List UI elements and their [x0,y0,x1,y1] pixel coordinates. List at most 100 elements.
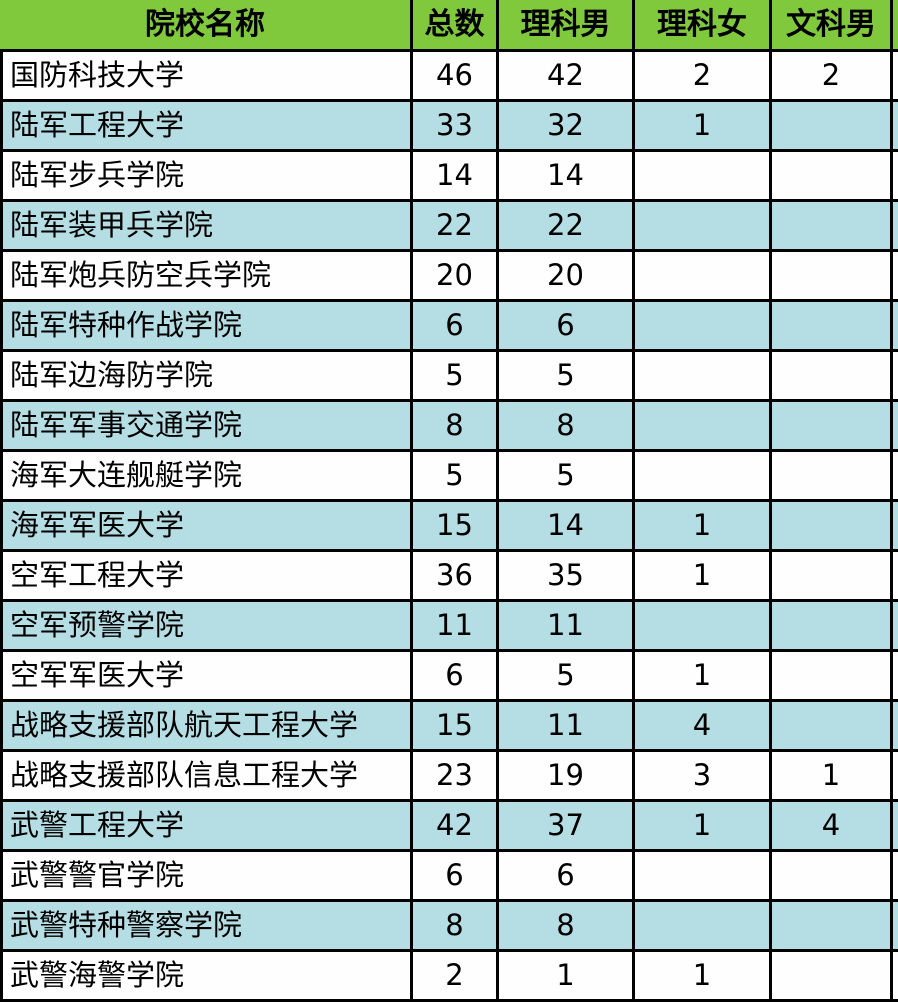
table-row: 陆军工程大学 33 32 1 [0,102,898,152]
row-edge-sliver [890,352,898,399]
science-male-cell: 20 [496,252,632,299]
liberal-arts-male-cell [769,502,890,549]
header-cell-liberal-arts-male: 文科男 [769,0,890,49]
science-female-cell: 1 [632,802,769,849]
liberal-arts-male-cell [769,952,890,999]
total-cell: 15 [410,502,496,549]
total-cell: 6 [410,852,496,899]
row-edge-sliver [890,902,898,949]
liberal-arts-male-cell [769,902,890,949]
row-edge-sliver [890,702,898,749]
row-edge-sliver [890,252,898,299]
science-female-cell: 1 [632,102,769,149]
liberal-arts-male-cell [769,252,890,299]
liberal-arts-male-cell [769,602,890,649]
science-male-cell: 19 [496,752,632,799]
science-male-cell: 5 [496,352,632,399]
liberal-arts-male-cell: 1 [769,752,890,799]
school-name-cell: 陆军边海防学院 [0,352,410,399]
science-female-cell: 2 [632,52,769,99]
school-name-cell: 战略支援部队航天工程大学 [0,702,410,749]
science-female-cell [632,902,769,949]
science-female-cell [632,602,769,649]
total-cell: 42 [410,802,496,849]
liberal-arts-male-cell: 2 [769,52,890,99]
liberal-arts-male-cell [769,152,890,199]
school-name-cell: 空军军医大学 [0,652,410,699]
science-female-cell: 3 [632,752,769,799]
science-male-cell: 5 [496,452,632,499]
row-edge-sliver [890,152,898,199]
table-header-row: 院校名称 总数 理科男 理科女 文科男 [0,0,898,52]
table-row: 海军大连舰艇学院 5 5 [0,452,898,502]
header-cell-science-female: 理科女 [632,0,769,49]
science-male-cell: 1 [496,952,632,999]
table-row: 空军工程大学 36 35 1 [0,552,898,602]
table-row: 陆军炮兵防空兵学院 20 20 [0,252,898,302]
header-cell-total: 总数 [410,0,496,49]
science-male-cell: 5 [496,652,632,699]
table-row: 陆军军事交通学院 8 8 [0,402,898,452]
school-name-cell: 武警工程大学 [0,802,410,849]
science-female-cell [632,202,769,249]
total-cell: 8 [410,402,496,449]
science-male-cell: 14 [496,502,632,549]
table-row: 空军预警学院 11 11 [0,602,898,652]
liberal-arts-male-cell [769,202,890,249]
table-row: 陆军特种作战学院 6 6 [0,302,898,352]
school-name-cell: 陆军特种作战学院 [0,302,410,349]
school-name-cell: 国防科技大学 [0,52,410,99]
table-row: 国防科技大学 46 42 2 2 [0,52,898,102]
total-cell: 6 [410,302,496,349]
total-cell: 33 [410,102,496,149]
row-edge-sliver [890,952,898,999]
science-female-cell [632,252,769,299]
science-male-cell: 14 [496,152,632,199]
school-name-cell: 武警海警学院 [0,952,410,999]
liberal-arts-male-cell [769,352,890,399]
school-name-cell: 陆军军事交通学院 [0,402,410,449]
science-male-cell: 8 [496,902,632,949]
header-cell-school-name: 院校名称 [0,0,410,49]
table-row: 陆军装甲兵学院 22 22 [0,202,898,252]
science-female-cell: 4 [632,702,769,749]
science-female-cell [632,352,769,399]
school-name-cell: 武警警官学院 [0,852,410,899]
liberal-arts-male-cell [769,302,890,349]
liberal-arts-male-cell [769,852,890,899]
liberal-arts-male-cell [769,452,890,499]
row-edge-sliver [890,0,898,49]
table-row: 武警工程大学 42 37 1 4 [0,802,898,852]
science-female-cell: 1 [632,952,769,999]
science-female-cell [632,852,769,899]
table-row: 武警特种警察学院 8 8 [0,902,898,952]
table-row: 陆军边海防学院 5 5 [0,352,898,402]
school-name-cell: 陆军装甲兵学院 [0,202,410,249]
science-male-cell: 8 [496,402,632,449]
science-female-cell [632,452,769,499]
row-edge-sliver [890,502,898,549]
total-cell: 6 [410,652,496,699]
table-row: 陆军步兵学院 14 14 [0,152,898,202]
science-male-cell: 6 [496,302,632,349]
total-cell: 2 [410,952,496,999]
liberal-arts-male-cell [769,102,890,149]
total-cell: 5 [410,352,496,399]
science-male-cell: 37 [496,802,632,849]
total-cell: 46 [410,52,496,99]
table-row: 战略支援部队航天工程大学 15 11 4 [0,702,898,752]
science-female-cell: 1 [632,652,769,699]
science-male-cell: 32 [496,102,632,149]
total-cell: 11 [410,602,496,649]
liberal-arts-male-cell: 4 [769,802,890,849]
school-name-cell: 空军工程大学 [0,552,410,599]
school-name-cell: 海军军医大学 [0,502,410,549]
row-edge-sliver [890,102,898,149]
total-cell: 8 [410,902,496,949]
total-cell: 5 [410,452,496,499]
liberal-arts-male-cell [769,402,890,449]
table-row: 战略支援部队信息工程大学 23 19 3 1 [0,752,898,802]
table-row: 空军军医大学 6 5 1 [0,652,898,702]
school-name-cell: 陆军步兵学院 [0,152,410,199]
